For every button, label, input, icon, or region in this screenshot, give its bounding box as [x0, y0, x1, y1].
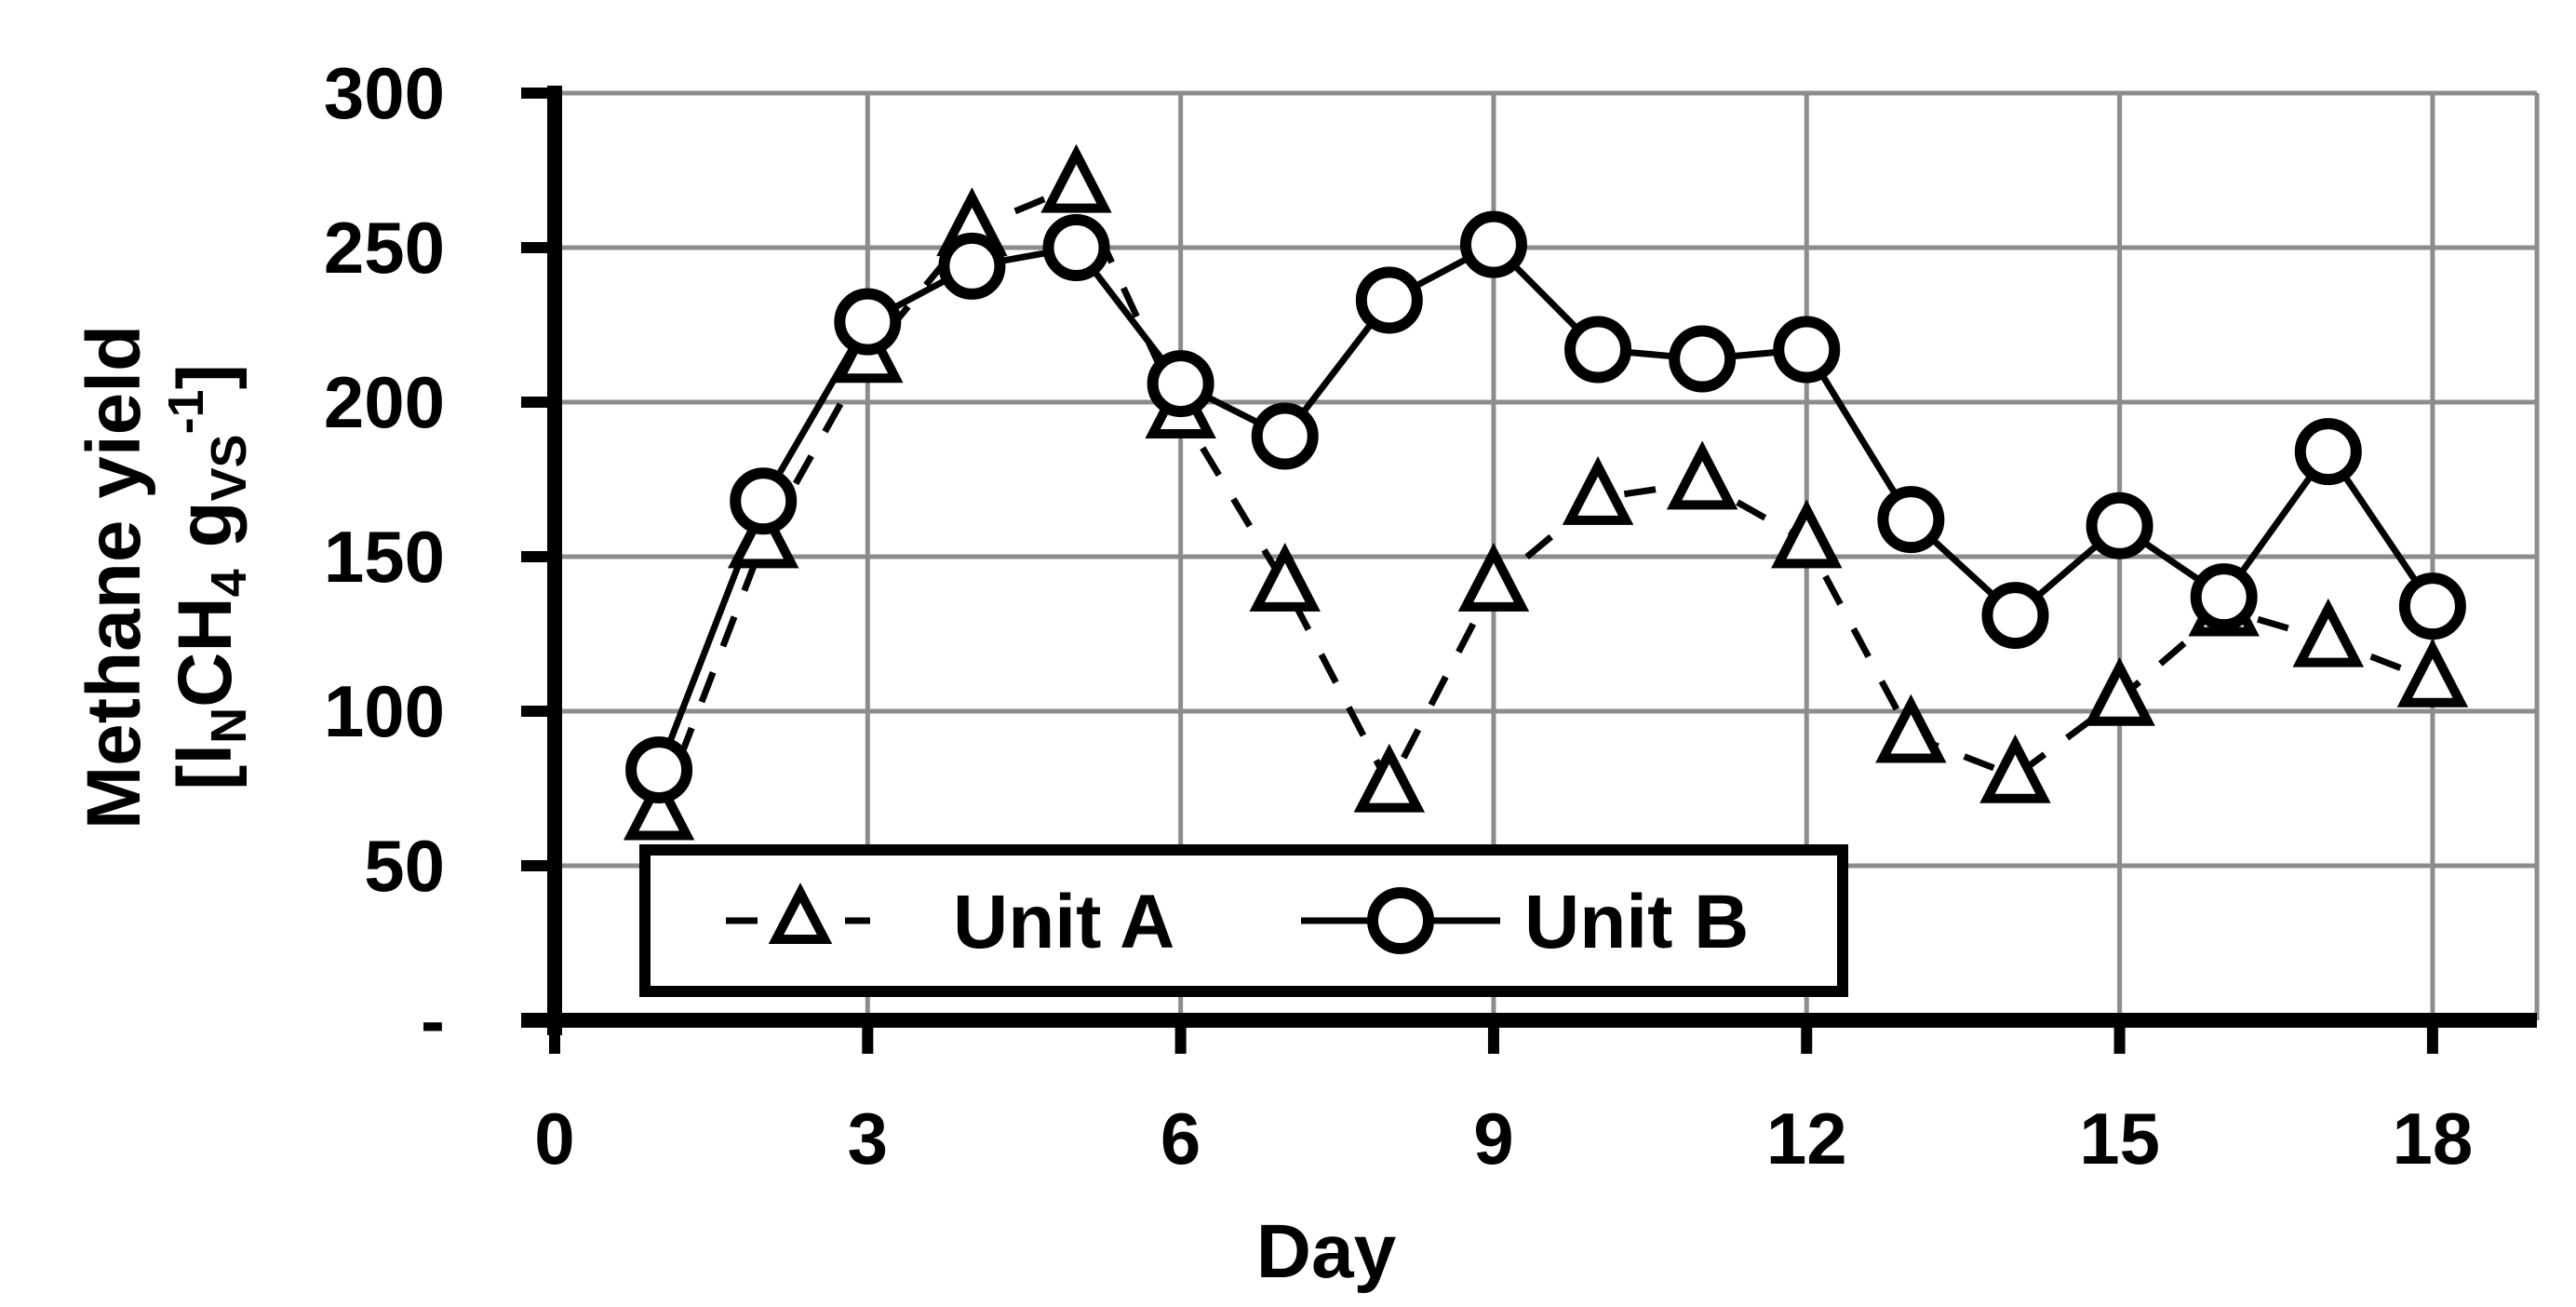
x-axis-title: Day — [1256, 1209, 1397, 1294]
y-tick-label-300: 300 — [324, 52, 445, 134]
point-unit-b-day-9 — [1459, 210, 1527, 278]
x-tick-label-3: 3 — [848, 1098, 888, 1179]
x-tick-label-12: 12 — [1766, 1098, 1847, 1179]
y-title-g: g — [163, 501, 248, 569]
point-unit-a-day-7 — [1249, 542, 1321, 612]
tick-labels: - 50 100 150 200 250 300 0 3 6 9 12 15 18 — [324, 52, 2473, 1179]
legend-box — [639, 844, 1848, 997]
y-title-open: [l — [163, 744, 248, 790]
y-tick-label-100: 100 — [324, 670, 445, 752]
legend-unit-b-marker — [1367, 887, 1434, 954]
point-unit-a-day-12 — [1771, 499, 1843, 569]
legend-unit-b-label: Unit B — [1524, 880, 1749, 964]
y-title-sup: -1 — [158, 389, 214, 434]
point-unit-a-day-13 — [1875, 694, 1947, 763]
x-tick-label-0: 0 — [534, 1098, 574, 1179]
legend: Unit A Unit B — [639, 844, 1848, 997]
point-unit-a-day-18 — [2396, 638, 2469, 707]
legend-unit-a-marker — [768, 883, 833, 944]
point-unit-a-day-5 — [1040, 143, 1112, 213]
point-unit-b-day-1 — [625, 736, 693, 804]
series-layer — [623, 143, 2469, 841]
point-unit-b-day-13 — [1877, 486, 1945, 554]
point-unit-b-day-8 — [1355, 266, 1423, 334]
y-axis-title-line2: [lNCH4 gVS-1] — [158, 364, 257, 790]
axes-layer — [521, 86, 2537, 1054]
x-tick-label-18: 18 — [2393, 1098, 2474, 1179]
point-unit-a-day-1 — [623, 771, 695, 841]
point-unit-b-day-5 — [1042, 214, 1110, 281]
point-unit-a-day-14 — [1979, 734, 2051, 803]
point-unit-a-day-2 — [727, 499, 799, 569]
point-unit-b-day-4 — [938, 232, 1006, 300]
y-tick-label-250: 250 — [324, 207, 445, 289]
point-unit-a-day-15 — [2084, 656, 2155, 726]
point-unit-b-day-3 — [834, 288, 902, 356]
point-unit-b-day-14 — [1981, 582, 2049, 650]
point-unit-b-day-6 — [1147, 350, 1214, 418]
point-unit-b-day-7 — [1251, 402, 1319, 470]
point-unit-b-day-11 — [1669, 325, 1737, 393]
y-title-ch: CH — [163, 597, 248, 707]
point-unit-a-day-9 — [1457, 542, 1530, 612]
y-title-sub-n: N — [201, 707, 257, 744]
series-line-unit-a — [655, 182, 2435, 815]
grid-layer — [555, 90, 2540, 1020]
point-unit-a-day-11 — [1666, 440, 1738, 510]
point-unit-b-day-10 — [1564, 316, 1632, 384]
y-axis-title-line1: Methane yield — [72, 325, 156, 829]
y-title-close: ] — [163, 364, 248, 389]
point-unit-a-day-8 — [1353, 743, 1426, 813]
series-line-unit-b — [655, 241, 2435, 772]
legend-unit-a-label: Unit A — [953, 880, 1174, 964]
y-axis-title: Methane yield [lNCH4 gVS-1] — [72, 325, 257, 829]
point-unit-b-day-12 — [1773, 316, 1841, 384]
point-unit-a-day-17 — [2292, 598, 2365, 667]
y-tick-label-0: - — [421, 979, 445, 1061]
point-unit-b-day-15 — [2086, 492, 2153, 559]
point-unit-b-day-16 — [2190, 563, 2258, 631]
point-unit-b-day-2 — [730, 467, 798, 535]
point-unit-b-day-18 — [2398, 573, 2466, 640]
x-tick-label-6: 6 — [1161, 1098, 1201, 1179]
x-tick-label-15: 15 — [2079, 1098, 2160, 1179]
point-unit-b-day-17 — [2294, 418, 2362, 486]
y-tick-label-200: 200 — [324, 361, 445, 443]
x-tick-label-9: 9 — [1473, 1098, 1513, 1179]
point-unit-a-day-10 — [1562, 456, 1634, 525]
y-tick-label-50: 50 — [364, 825, 445, 907]
y-title-sub-vs: VS — [201, 434, 257, 501]
y-tick-label-150: 150 — [324, 516, 445, 598]
y-title-sub-4: 4 — [201, 569, 257, 597]
